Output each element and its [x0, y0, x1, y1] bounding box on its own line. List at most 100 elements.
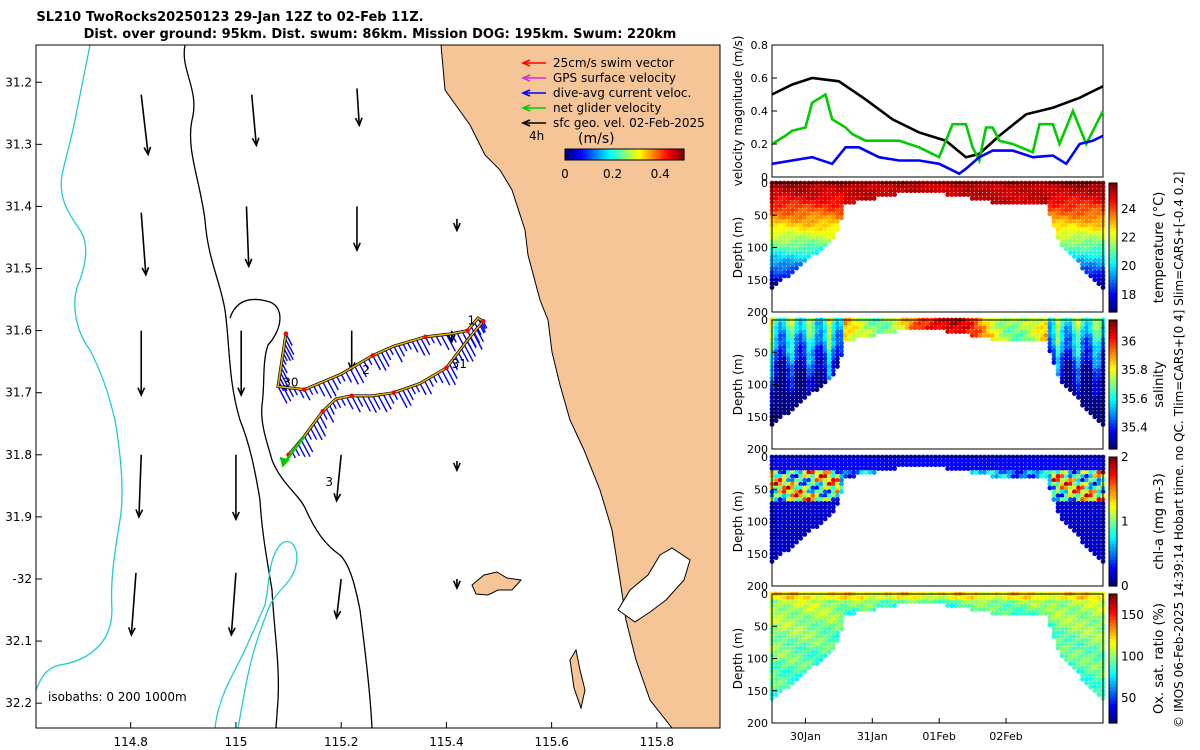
section-sample-point: [1088, 184, 1094, 190]
section-sample-point: [777, 489, 783, 495]
section-sample-point: [1014, 333, 1020, 338]
section-sample-point: [785, 665, 791, 670]
section-sample-point: [1067, 512, 1073, 518]
section-colorbar-swatch: [1109, 502, 1117, 506]
section-sample-point: [859, 462, 865, 468]
section-sample-point: [1076, 626, 1081, 632]
section-sample-point: [1076, 391, 1081, 396]
section-sample-point: [1076, 649, 1081, 655]
section-sample-point: [839, 622, 844, 628]
section-sample-point: [851, 603, 857, 609]
section-sample-point: [790, 653, 795, 659]
section-sample-point: [790, 481, 795, 487]
section-sample-point: [781, 466, 787, 472]
section-sample-point: [773, 230, 779, 236]
section-sample-point: [1092, 254, 1098, 259]
section-colorbar-swatch: [1109, 466, 1117, 471]
section-sample-point: [777, 329, 783, 335]
section-sample-point: [802, 230, 808, 236]
section-sample-point: [1076, 532, 1081, 537]
section-sample-point: [798, 516, 804, 522]
section-sample-point: [794, 321, 799, 327]
section-sample-point: [957, 595, 963, 601]
geo-velocity-arrowhead: [135, 509, 144, 519]
section-sample-point: [1076, 364, 1081, 369]
section-sample-point: [1092, 676, 1098, 682]
section-sample-point: [928, 184, 934, 190]
section-sample-point: [965, 595, 971, 601]
section-sample-point: [839, 626, 844, 632]
section-sample-point: [1055, 215, 1061, 221]
section-sample-point: [1088, 543, 1094, 549]
section-sample-point: [1043, 321, 1049, 327]
section-sample-point: [810, 466, 816, 472]
section-sample-point: [826, 595, 832, 601]
section-sample-point: [822, 622, 828, 628]
section-sample-point: [1084, 599, 1090, 605]
section-sample-point: [830, 477, 836, 483]
section-sample-point: [1080, 532, 1085, 537]
section-sample-point: [1076, 184, 1081, 190]
section-sample-point: [781, 406, 787, 412]
section-sample-point: [785, 603, 791, 609]
section-sample-point: [794, 371, 799, 377]
section-sample-point: [806, 196, 812, 201]
section-sample-point: [1084, 516, 1090, 522]
section-sample-point: [1018, 196, 1024, 201]
section-sample-point: [1092, 375, 1098, 381]
section-sample-point: [777, 512, 783, 518]
section-sample-point: [1096, 470, 1102, 475]
section-colorbar-frame: [1108, 456, 1118, 587]
section-sample-point: [1092, 398, 1098, 404]
section-sample-point: [1063, 508, 1069, 514]
section-sample-point: [777, 402, 783, 408]
section-sample-point: [1035, 466, 1041, 472]
section-sample-point: [937, 188, 942, 194]
section-sample-point: [814, 626, 820, 632]
section-sample-point: [777, 273, 783, 279]
section-sample-point: [986, 462, 991, 468]
section-sample-point: [790, 269, 795, 275]
section-sample-point: [777, 230, 783, 236]
section-sample-point: [1092, 539, 1098, 545]
section-sample-point: [855, 321, 861, 327]
section-sample-point: [1043, 603, 1049, 609]
section-sample-point: [879, 325, 885, 331]
colorbar-swatch: [600, 149, 604, 160]
section-sample-point: [806, 595, 812, 601]
section-sample-point: [916, 325, 922, 331]
section-sample-point: [1071, 238, 1077, 244]
section-sample-point: [1031, 610, 1036, 616]
section-sample-point: [863, 607, 869, 612]
section-y-tick-label: 150: [747, 548, 768, 561]
section-sample-point: [830, 364, 836, 369]
section-sample-point: [1084, 535, 1090, 541]
section-sample-point: [785, 340, 791, 346]
colorbar-swatch: [650, 149, 653, 160]
section-sample-point: [806, 234, 812, 240]
section-sample-point: [859, 329, 865, 335]
section-sample-point: [1002, 610, 1008, 616]
section-sample-point: [1067, 203, 1073, 209]
section-sample-point: [839, 458, 844, 464]
section-sample-point: [798, 375, 804, 381]
section-sample-point: [1063, 630, 1069, 636]
section-sample-point: [1063, 595, 1069, 601]
section-sample-point: [790, 497, 795, 502]
section-sample-point: [1080, 379, 1085, 385]
section-sample-point: [1076, 485, 1081, 491]
section-sample-point: [818, 638, 824, 643]
section-sample-point: [847, 329, 853, 335]
section-sample-point: [1080, 649, 1085, 655]
section-sample-point: [1076, 348, 1081, 354]
section-sample-point: [1092, 367, 1098, 373]
section-sample-point: [826, 321, 832, 327]
geo-velocity-arrowhead: [143, 146, 152, 157]
section-sample-point: [822, 653, 828, 659]
section-sample-point: [777, 599, 783, 605]
section-sample-point: [826, 599, 832, 605]
section-sample-point: [785, 336, 791, 342]
section-sample-point: [806, 512, 812, 518]
section-sample-point: [777, 535, 783, 541]
section-sample-point: [794, 242, 799, 248]
